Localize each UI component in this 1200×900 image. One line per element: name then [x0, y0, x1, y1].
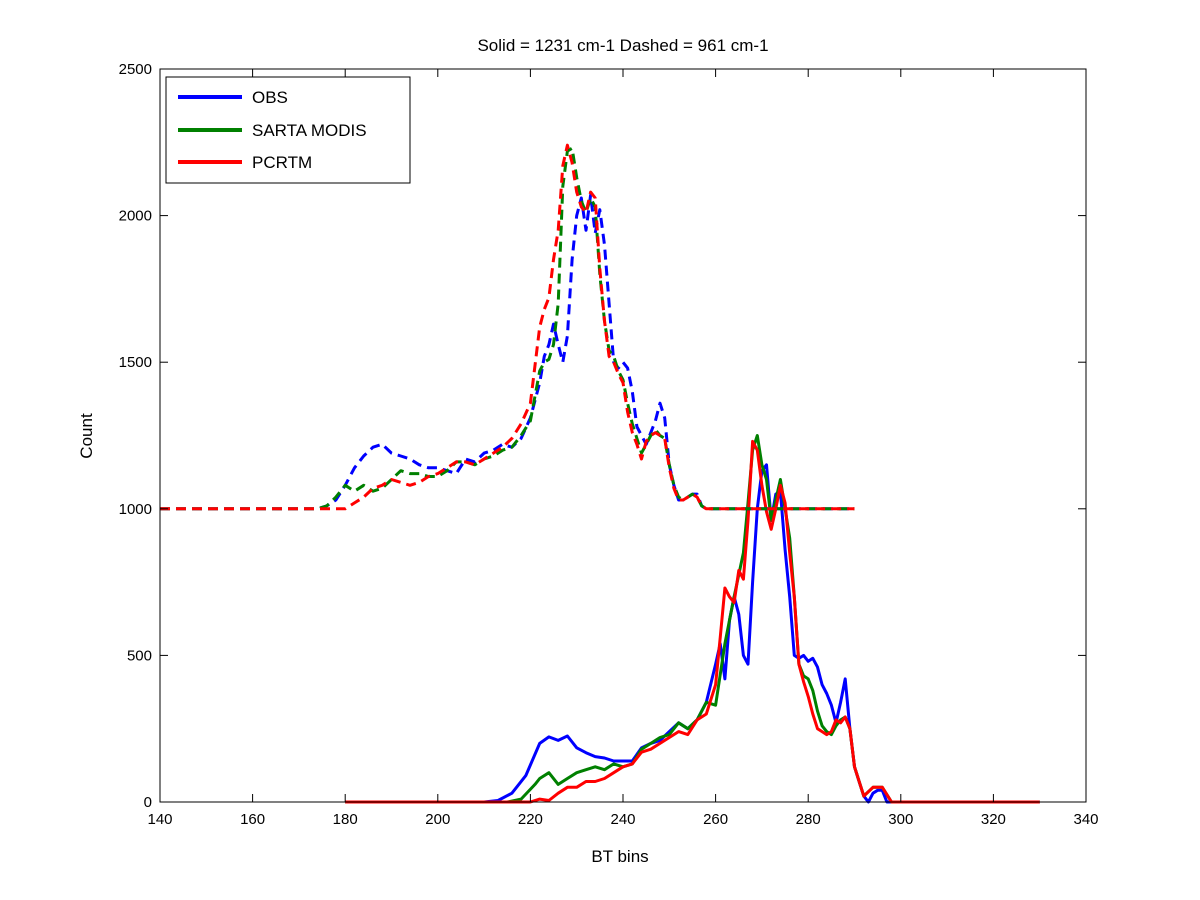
ticks-layer: 140 160 180 200 220 240 260 280 300 320 340 0 500 100… — [119, 61, 1099, 828]
series-line-pcrtm-solid — [345, 439, 1040, 804]
series-layer — [160, 143, 1040, 804]
legend: OBS SARTA MODIS PCRTM — [165, 76, 411, 184]
x-tick-label: 240 — [610, 811, 635, 828]
y-tick-label: 1500 — [119, 354, 152, 371]
legend-label-pcrtm: PCRTM — [252, 153, 312, 172]
legend-label-obs: OBS — [252, 88, 288, 107]
y-tick-label: 0 — [144, 794, 152, 811]
y-axis-label: Count — [77, 413, 96, 459]
y-tick-label: 500 — [127, 647, 152, 664]
x-tick-label: 280 — [796, 811, 821, 828]
series-line-pcrtm-dashed — [160, 143, 855, 511]
x-tick-label: 180 — [333, 811, 358, 828]
chart-title: Solid = 1231 cm-1 Dashed = 961 cm-1 — [477, 36, 768, 55]
x-tick-label: 200 — [425, 811, 450, 828]
x-axis-label: BT bins — [591, 847, 648, 866]
x-tick-label: 340 — [1073, 811, 1098, 828]
y-tick-label: 1000 — [119, 501, 152, 518]
series-line-obs-dashed — [160, 193, 855, 511]
x-tick-label: 140 — [147, 811, 172, 828]
y-tick-label: 2000 — [119, 208, 152, 225]
x-tick-label: 320 — [981, 811, 1006, 828]
x-tick-label: 220 — [518, 811, 543, 828]
x-tick-label: 160 — [240, 811, 265, 828]
x-tick-label: 300 — [888, 811, 913, 828]
x-tick-label: 260 — [703, 811, 728, 828]
y-tick-label: 2500 — [119, 61, 152, 78]
legend-label-sarta-modis: SARTA MODIS — [252, 121, 367, 140]
